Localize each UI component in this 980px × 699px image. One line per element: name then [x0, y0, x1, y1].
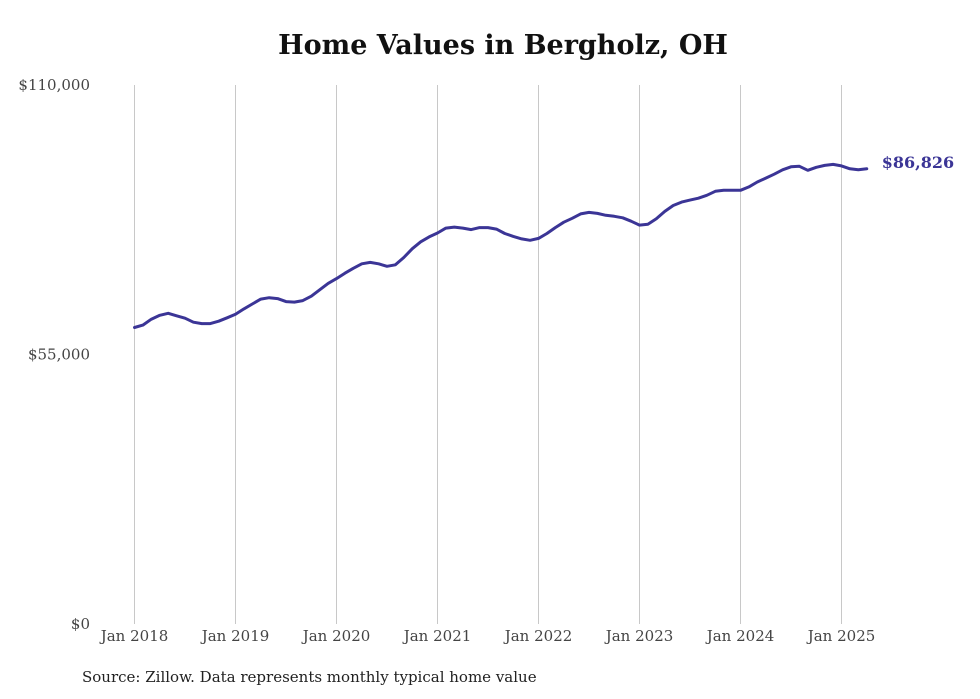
source-note: Source: Zillow. Data represents monthly …	[82, 668, 537, 686]
x-tick-label: Jan 2020	[301, 627, 371, 645]
x-tick-label: Jan 2022	[503, 627, 573, 645]
x-tick-label: Jan 2018	[99, 627, 169, 645]
y-tick-label: $0	[71, 615, 90, 633]
x-tick-label: Jan 2021	[402, 627, 472, 645]
x-tick-label: Jan 2023	[604, 627, 674, 645]
end-value-label: $86,826	[882, 153, 954, 172]
x-tick-label: Jan 2019	[200, 627, 270, 645]
x-tick-label: Jan 2024	[705, 627, 775, 645]
series-line	[133, 162, 869, 329]
x-tick-label: Jan 2025	[806, 627, 876, 645]
chart-title: Home Values in Bergholz, OH	[278, 30, 728, 61]
y-tick-label: $110,000	[18, 76, 90, 94]
y-tick-label: $55,000	[28, 346, 90, 364]
